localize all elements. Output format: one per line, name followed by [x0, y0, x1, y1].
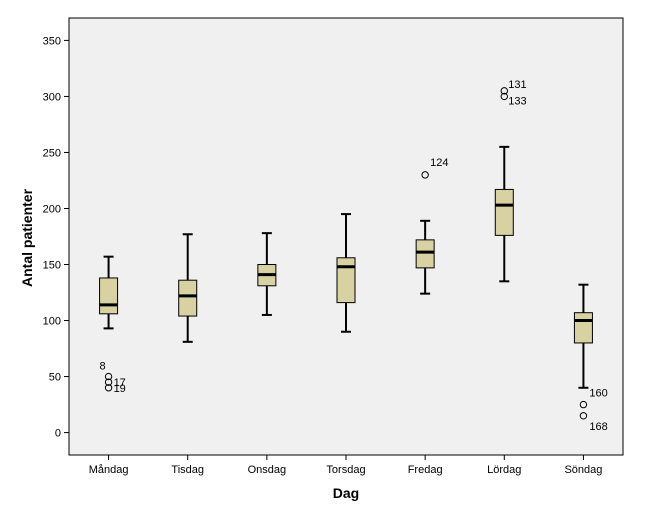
- box-iqr: [573, 312, 593, 344]
- outlier-label: 8: [99, 361, 105, 373]
- y-axis-label: Antal patienter: [19, 188, 35, 287]
- x-axis-label: Dag: [333, 485, 359, 501]
- outlier-label: 131: [508, 79, 526, 91]
- box-2: [257, 232, 277, 316]
- outlier-label: 160: [589, 388, 607, 400]
- outlier-point: [500, 92, 508, 101]
- outlier-label: 124: [430, 157, 448, 169]
- box-6: 160 168: [573, 283, 608, 433]
- box-iqr: [99, 277, 119, 315]
- y-tick-label: 0: [55, 428, 61, 440]
- x-tick-label: Måndag: [89, 464, 129, 476]
- y-tick-label: 300: [43, 91, 61, 103]
- box-4: 124: [415, 157, 449, 295]
- outlier-point: [421, 171, 429, 179]
- box-iqr: [415, 239, 435, 269]
- box-1: [178, 233, 198, 343]
- x-tick-label: Tisdag: [171, 464, 204, 476]
- y-tick-label: 100: [43, 316, 61, 328]
- y-tick-label: 150: [43, 260, 61, 272]
- box-3: [336, 213, 356, 333]
- outlier-label: 133: [508, 95, 526, 107]
- outlier-point: [104, 384, 113, 392]
- y-tick-label: 250: [43, 147, 61, 159]
- outlier-label: 17: [114, 377, 126, 389]
- box-iqr: [494, 188, 514, 236]
- x-tick-label: Torsdag: [326, 464, 365, 476]
- outlier-label: 19: [114, 383, 126, 395]
- y-tick-label: 50: [49, 372, 61, 384]
- outlier-point: [104, 378, 113, 386]
- x-tick-label: Fredag: [408, 464, 443, 476]
- x-tick-label: Lördag: [487, 464, 521, 476]
- x-tick-label: Onsdag: [248, 464, 287, 476]
- outlier-point: [500, 87, 508, 95]
- x-tick-label: Söndag: [564, 464, 602, 476]
- outlier-label: 168: [589, 421, 607, 433]
- outlier-point: [104, 372, 113, 381]
- y-tick-label: 350: [43, 35, 61, 47]
- x-axis: Måndag Tisdag Onsdag Torsdag Fredag Lördag Sön…: [89, 455, 602, 476]
- y-tick-label: 200: [43, 203, 61, 215]
- box-iqr: [336, 257, 356, 304]
- y-axis: 0 50 100 150 200 250 300 350: [43, 35, 69, 440]
- outlier-point: [579, 400, 588, 409]
- box-iqr: [178, 279, 198, 317]
- outlier-point: [579, 412, 588, 420]
